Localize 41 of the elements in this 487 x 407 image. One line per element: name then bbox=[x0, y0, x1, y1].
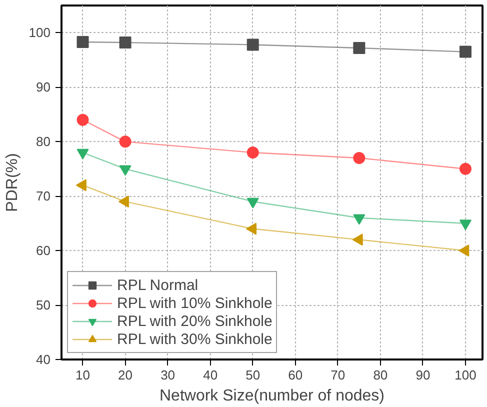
y-tick-label: 40 bbox=[36, 352, 51, 367]
x-tick-label: 40 bbox=[203, 368, 218, 382]
point bbox=[246, 222, 257, 235]
point bbox=[459, 46, 472, 58]
x-tick-label: 60 bbox=[288, 368, 303, 382]
x-tick-label: 70 bbox=[330, 368, 346, 382]
legend-label: RPL Normal bbox=[117, 276, 198, 294]
point bbox=[459, 162, 472, 175]
y-tick-label: 50 bbox=[36, 298, 51, 313]
x-tick-label: 30 bbox=[160, 368, 176, 382]
point bbox=[246, 198, 259, 208]
point bbox=[76, 36, 89, 48]
legend-label: RPL with 30% Sinkhole bbox=[117, 330, 272, 348]
y-tick-label: 90 bbox=[36, 80, 51, 95]
x-tick-label: 20 bbox=[118, 368, 133, 382]
legend-label: RPL with 10% Sinkhole bbox=[117, 294, 272, 312]
point bbox=[353, 42, 366, 54]
point bbox=[352, 234, 363, 246]
x-tick-label: 90 bbox=[416, 368, 430, 382]
point bbox=[119, 165, 132, 176]
legend-label: RPL with 20% Sinkhole bbox=[117, 312, 272, 330]
point bbox=[76, 114, 89, 126]
point bbox=[119, 36, 132, 49]
x-axis-title: Network Size(number of nodes) bbox=[160, 388, 384, 404]
x-tick-label: 80 bbox=[373, 368, 388, 382]
point bbox=[246, 38, 259, 51]
y-tick-label: 100 bbox=[28, 25, 51, 40]
y-tick-label: 70 bbox=[36, 188, 51, 204]
point bbox=[119, 136, 132, 148]
point bbox=[458, 244, 470, 257]
x-tick-label: 10 bbox=[76, 368, 90, 382]
point bbox=[246, 146, 259, 159]
y-axis-title: PDR(%) bbox=[4, 153, 21, 212]
x-tick-label: 100 bbox=[454, 368, 476, 382]
point bbox=[76, 148, 89, 160]
x-tick-label: 50 bbox=[246, 368, 260, 382]
point bbox=[353, 214, 366, 225]
point bbox=[459, 220, 472, 230]
y-tick-label: 60 bbox=[36, 243, 51, 258]
y-tick-label: 80 bbox=[36, 134, 51, 150]
point bbox=[353, 152, 366, 164]
